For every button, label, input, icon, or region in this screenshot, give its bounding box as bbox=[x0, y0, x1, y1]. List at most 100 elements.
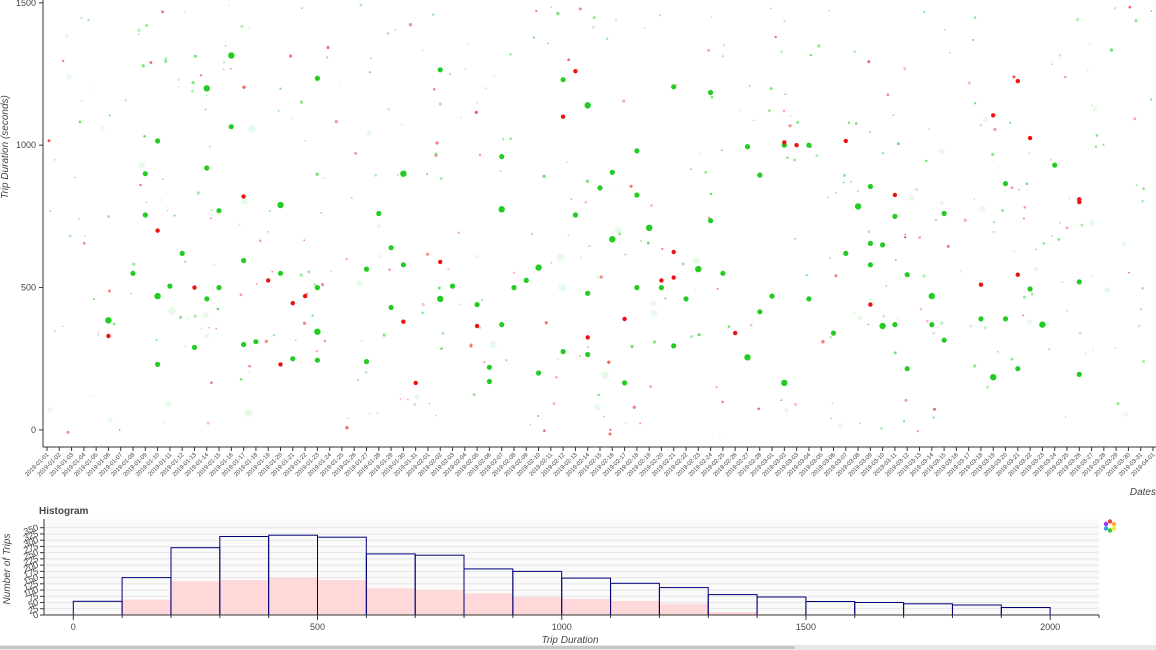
faint-point bbox=[1058, 54, 1062, 57]
faint-point bbox=[859, 422, 861, 424]
faint-point bbox=[1042, 241, 1046, 245]
faint-point bbox=[960, 271, 962, 273]
faint-point bbox=[279, 87, 282, 90]
faint-point bbox=[299, 100, 303, 104]
faint-point bbox=[578, 7, 582, 11]
faint-point bbox=[330, 270, 332, 273]
faint-point bbox=[629, 184, 633, 188]
faint-point bbox=[664, 297, 667, 300]
faint-point bbox=[632, 405, 636, 409]
faint-point bbox=[376, 412, 379, 414]
faint-point bbox=[594, 404, 601, 411]
faint-point bbox=[649, 385, 652, 388]
faint-point bbox=[997, 351, 999, 353]
faint-point bbox=[788, 124, 792, 128]
data-point bbox=[155, 361, 161, 367]
faint-point bbox=[200, 74, 203, 77]
faint-point bbox=[108, 114, 111, 117]
faint-point bbox=[387, 108, 390, 111]
data-point bbox=[806, 296, 812, 302]
bokeh-logo-icon[interactable] bbox=[1103, 519, 1117, 533]
faint-point bbox=[394, 29, 397, 31]
faint-point bbox=[834, 274, 838, 278]
faint-point bbox=[145, 24, 149, 27]
data-point bbox=[904, 366, 910, 372]
data-point bbox=[584, 102, 591, 109]
faint-point bbox=[315, 350, 318, 353]
faint-point bbox=[794, 403, 798, 407]
faint-point bbox=[432, 13, 435, 16]
faint-point bbox=[200, 327, 203, 329]
faint-point bbox=[949, 52, 951, 54]
faint-point bbox=[993, 221, 996, 224]
faint-point bbox=[567, 58, 571, 62]
data-point bbox=[671, 84, 677, 90]
x-tick-label: 2000 bbox=[1040, 622, 1060, 632]
faint-point bbox=[1075, 17, 1080, 22]
faint-point bbox=[643, 26, 646, 29]
data-point bbox=[241, 257, 247, 264]
faint-point bbox=[240, 24, 244, 29]
faint-point bbox=[177, 78, 180, 81]
faint-point bbox=[529, 424, 531, 426]
data-point bbox=[1077, 199, 1082, 205]
faint-point bbox=[166, 209, 169, 212]
data-point bbox=[498, 206, 505, 213]
data-point bbox=[622, 316, 627, 322]
faint-point bbox=[61, 325, 64, 328]
faint-point bbox=[168, 306, 177, 315]
faint-point bbox=[311, 314, 314, 317]
faint-point bbox=[650, 204, 653, 207]
faint-point bbox=[709, 192, 713, 196]
faint-point bbox=[258, 239, 262, 243]
faint-point bbox=[164, 59, 168, 63]
faint-point bbox=[422, 49, 424, 51]
faint-point bbox=[903, 67, 907, 71]
faint-point bbox=[843, 174, 846, 177]
faint-point bbox=[939, 200, 944, 206]
faint-point bbox=[556, 11, 560, 16]
faint-point bbox=[699, 152, 701, 155]
faint-point bbox=[277, 109, 280, 112]
faint-point bbox=[239, 293, 243, 297]
faint-point bbox=[1048, 348, 1051, 351]
faint-point bbox=[592, 16, 596, 19]
data-point bbox=[401, 319, 406, 324]
faint-point bbox=[1133, 117, 1137, 121]
faint-point bbox=[557, 358, 559, 360]
data-point bbox=[314, 328, 321, 335]
data-point bbox=[671, 343, 677, 349]
faint-point bbox=[552, 402, 556, 405]
data-point bbox=[253, 339, 259, 345]
faint-point bbox=[805, 274, 808, 277]
faint-point bbox=[969, 325, 973, 328]
scrollbar-thumb[interactable] bbox=[0, 646, 795, 649]
faint-point bbox=[918, 236, 922, 239]
data-point bbox=[1076, 371, 1082, 377]
faint-point bbox=[770, 7, 772, 10]
data-point bbox=[130, 270, 136, 276]
faint-point bbox=[922, 274, 926, 278]
faint-point bbox=[478, 153, 482, 156]
faint-point bbox=[208, 145, 211, 148]
data-point bbox=[634, 148, 640, 154]
faint-point bbox=[255, 283, 258, 285]
data-point bbox=[609, 169, 615, 175]
faint-point bbox=[370, 57, 372, 59]
faint-point bbox=[639, 239, 643, 242]
data-point bbox=[585, 290, 591, 296]
faint-point bbox=[202, 312, 209, 319]
faint-point bbox=[323, 339, 327, 343]
faint-point bbox=[555, 376, 558, 379]
faint-point bbox=[476, 101, 478, 104]
faint-point bbox=[721, 149, 723, 152]
faint-point bbox=[457, 231, 460, 234]
faint-point bbox=[1021, 314, 1025, 317]
faint-point bbox=[165, 400, 172, 407]
data-point bbox=[154, 292, 161, 300]
faint-point bbox=[867, 60, 871, 64]
data-point bbox=[892, 213, 898, 219]
data-point bbox=[646, 224, 653, 231]
faint-point bbox=[1135, 184, 1138, 186]
faint-point bbox=[196, 191, 201, 195]
